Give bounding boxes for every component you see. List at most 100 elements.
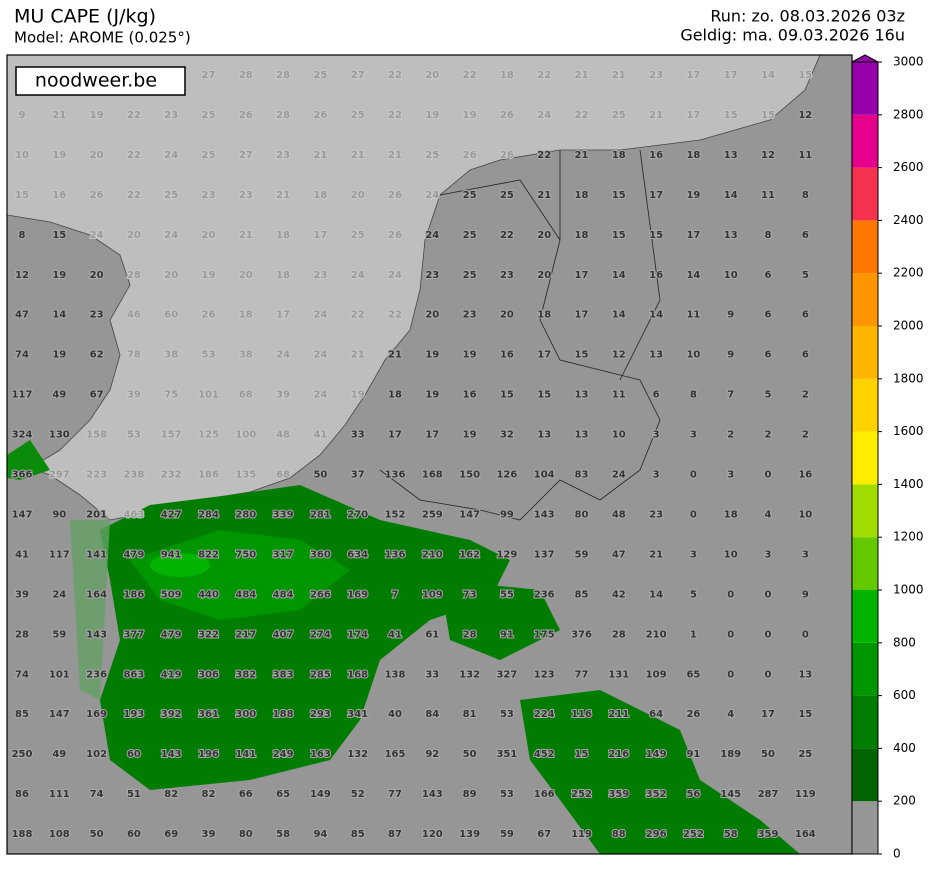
cape-value: 21: [537, 190, 551, 201]
cape-value: 188: [273, 709, 294, 720]
cape-value: 15: [575, 749, 589, 760]
cape-value: 339: [273, 509, 294, 520]
cape-value: 0: [765, 470, 772, 481]
cape-value: 26: [500, 110, 514, 121]
colorbar-segment: [852, 431, 878, 485]
cape-value: 168: [347, 669, 368, 680]
cape-value: 157: [161, 430, 182, 441]
cape-value: 143: [86, 629, 107, 640]
cape-value: 62: [90, 350, 104, 361]
cape-value: 6: [765, 310, 772, 321]
cape-value: 10: [15, 150, 29, 161]
cape-value: 0: [765, 589, 772, 600]
cape-value: 293: [310, 709, 331, 720]
cape-value: 360: [310, 549, 331, 560]
cape-value: 91: [500, 629, 514, 640]
cape-value: 18: [313, 190, 327, 201]
cape-value: 21: [612, 70, 626, 81]
cape-value: 6: [653, 390, 660, 401]
cape-value: 23: [425, 270, 439, 281]
cape-value: 14: [761, 70, 775, 81]
cape-value: 22: [500, 230, 514, 241]
cape-value: 52: [351, 789, 365, 800]
cape-value: 18: [686, 150, 700, 161]
cape-value: 26: [463, 150, 477, 161]
cape-value: 11: [686, 310, 700, 321]
cape-value: 13: [649, 350, 663, 361]
cape-value: 77: [575, 669, 589, 680]
cape-value: 109: [646, 669, 667, 680]
cape-value: 135: [235, 470, 256, 481]
cape-value: 2: [765, 430, 772, 441]
cape-value: 12: [761, 150, 775, 161]
cape-value: 419: [161, 669, 182, 680]
cape-value: 68: [239, 390, 253, 401]
valid: Geldig: ma. 09.03.2026 16u: [680, 26, 905, 45]
colorbar-segment: [852, 642, 878, 696]
cape-value: 19: [52, 350, 66, 361]
cape-value: 130: [49, 430, 70, 441]
map: [7, 55, 852, 854]
cape-value: 20: [164, 270, 178, 281]
cape-value: 88: [612, 829, 626, 840]
cape-value: 22: [575, 110, 589, 121]
cape-value: 20: [537, 270, 551, 281]
cape-value: 28: [127, 270, 141, 281]
cape-value: 3: [653, 430, 660, 441]
cape-value: 392: [161, 709, 182, 720]
cape-value: 24: [425, 190, 439, 201]
cape-value: 14: [52, 310, 66, 321]
cape-value: 38: [164, 350, 178, 361]
cape-value: 15: [537, 390, 551, 401]
cape-value: 3: [690, 430, 697, 441]
cape-value: 427: [161, 509, 182, 520]
cape-value: 317: [273, 549, 294, 560]
cape-value: 59: [52, 629, 66, 640]
cape-value: 139: [459, 829, 480, 840]
colorbar-segment: [852, 590, 878, 643]
cape-value: 25: [612, 110, 626, 121]
cape-value: 18: [276, 270, 290, 281]
cape-value: 41: [313, 430, 327, 441]
cape-value: 80: [575, 509, 589, 520]
cape-value: 7: [392, 589, 399, 600]
colorbar-tick-label: 2400: [893, 213, 924, 227]
cape-value: 23: [500, 270, 514, 281]
cape-value: 14: [686, 270, 700, 281]
cape-value: 19: [425, 110, 439, 121]
cape-value: 24: [313, 390, 327, 401]
cape-value: 87: [388, 829, 402, 840]
cape-value: 196: [198, 749, 219, 760]
cape-area: [70, 520, 110, 700]
cape-value: 10: [612, 430, 626, 441]
cape-value: 452: [534, 749, 555, 760]
cape-value: 119: [795, 789, 816, 800]
cape-value: 188: [12, 829, 33, 840]
cape-value: 19: [52, 150, 66, 161]
cape-value: 61: [425, 629, 439, 640]
cape-value: 27: [202, 70, 216, 81]
cape-value: 168: [422, 470, 443, 481]
cape-value: 3: [727, 470, 734, 481]
cape-value: 479: [161, 629, 182, 640]
cape-value: 32: [500, 430, 514, 441]
cape-value: 6: [765, 270, 772, 281]
cape-value: 116: [571, 709, 592, 720]
cape-value: 484: [235, 589, 256, 600]
cape-value: 22: [388, 70, 402, 81]
cape-value: 4: [765, 509, 772, 520]
cape-area: [440, 580, 560, 660]
cape-value: 15: [761, 110, 775, 121]
cape-value: 6: [765, 350, 772, 361]
cape-value: 16: [649, 270, 663, 281]
cape-value: 47: [15, 310, 29, 321]
cape-value: 18: [537, 310, 551, 321]
cape-value: 19: [52, 270, 66, 281]
run: Run: zo. 08.03.2026 03z: [710, 7, 905, 26]
cape-value: 46: [127, 310, 141, 321]
cape-value: 20: [425, 310, 439, 321]
cape-value: 6: [802, 310, 809, 321]
cape-value: 252: [571, 789, 592, 800]
cape-value: 15: [500, 390, 514, 401]
cape-value: 479: [123, 549, 144, 560]
